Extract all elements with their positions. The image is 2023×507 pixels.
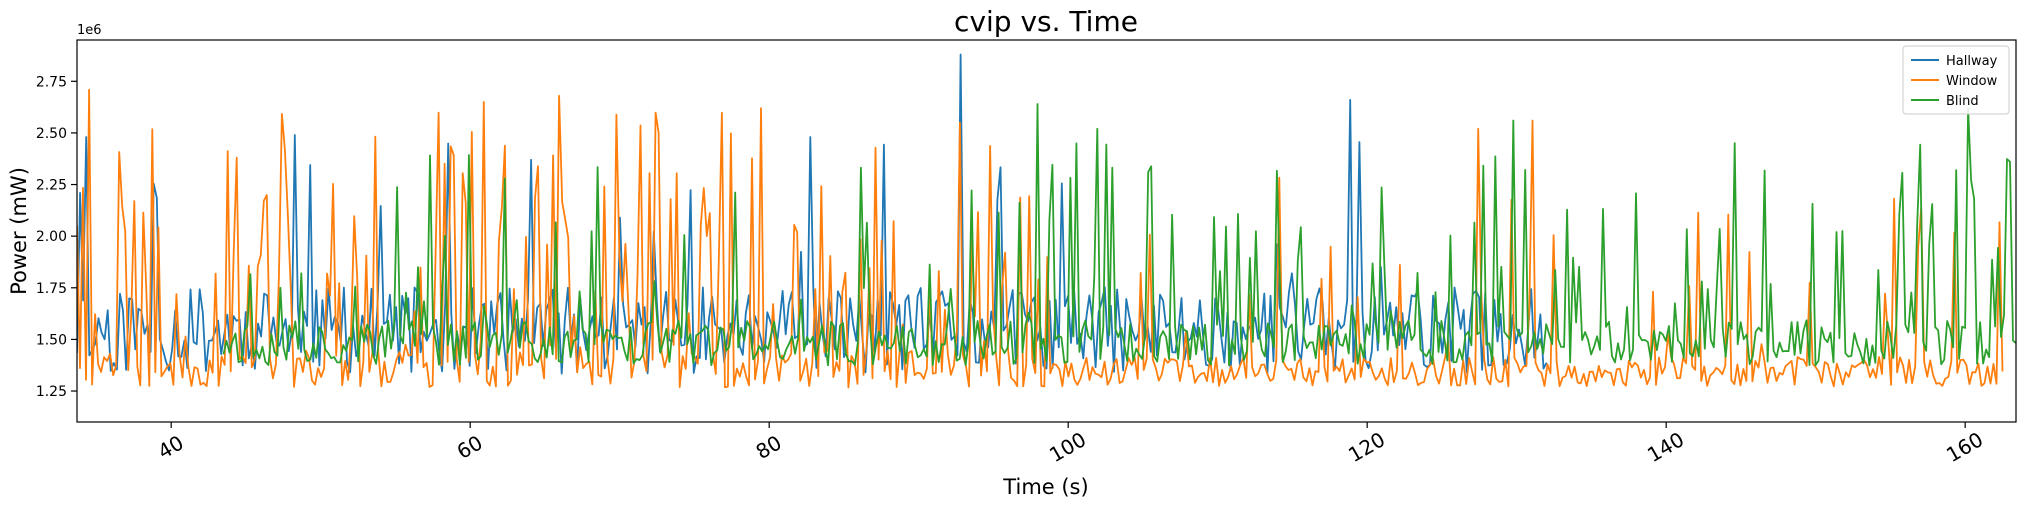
legend-label-blind: Blind xyxy=(1946,94,1979,109)
y-tick-label: 1.50 xyxy=(36,332,67,348)
plot-area xyxy=(76,39,2017,423)
y-tick-label: 2.75 xyxy=(36,74,67,90)
x-tick-label: 100 xyxy=(1045,427,1090,467)
y-tick-label: 2.50 xyxy=(36,126,67,142)
x-axis-label: Time (s) xyxy=(1002,475,1088,499)
legend-frame xyxy=(1902,45,2010,115)
x-tick-label: 80 xyxy=(752,430,786,464)
x-tick-label: 140 xyxy=(1643,427,1688,467)
legend-label-hallway: Hallway xyxy=(1946,54,1998,69)
y-tick-label: 2.25 xyxy=(36,178,67,194)
x-tick-label: 40 xyxy=(154,430,188,464)
series-line-blind xyxy=(222,103,2016,367)
series-layer xyxy=(77,53,2016,389)
y-axis-offset-label: 1e6 xyxy=(77,23,102,38)
series-line-hallway xyxy=(77,53,1548,375)
x-tick-label: 60 xyxy=(453,430,487,464)
legend: Hallway Window Blind xyxy=(1902,45,2010,115)
y-axis-label: Power (mW) xyxy=(7,167,31,295)
chart-title: cvip vs. Time xyxy=(954,5,1138,38)
x-axis: 40 60 80 100 120 140 160 xyxy=(154,422,1987,467)
y-tick-label: 2.00 xyxy=(36,229,67,245)
plot-frame xyxy=(76,39,2017,423)
x-tick-label: 160 xyxy=(1942,427,1987,467)
y-tick-label: 1.75 xyxy=(36,281,67,297)
x-tick-label: 120 xyxy=(1344,427,1389,467)
legend-label-window: Window xyxy=(1946,74,1998,89)
y-tick-label: 1.25 xyxy=(36,384,67,400)
y-axis: 1.25 1.50 1.75 2.00 2.25 2.50 2.75 xyxy=(36,74,77,400)
